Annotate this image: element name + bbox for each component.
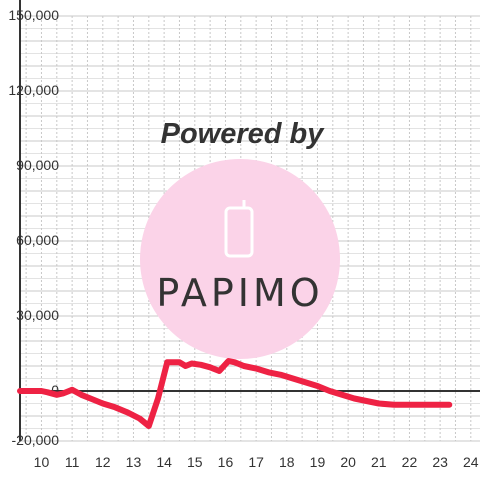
- x-tick-label: 13: [126, 454, 142, 470]
- axes: [19, 0, 480, 441]
- x-tick-label: 19: [310, 454, 326, 470]
- x-tick-label: 20: [340, 454, 356, 470]
- x-tick-label: 11: [65, 454, 80, 470]
- y-tick-label: 60,000: [16, 232, 59, 248]
- y-tick-label: 120,000: [8, 82, 59, 98]
- tick-labels: 150,000 120,000 90,000 60,000 30,000 0 -20,000…: [8, 7, 478, 470]
- x-tick-label: 16: [218, 454, 234, 470]
- x-tick-label: 24: [463, 454, 479, 470]
- x-tick-label: 18: [279, 454, 295, 470]
- x-tick-label: 22: [402, 454, 418, 470]
- series-line: [17, 358, 453, 429]
- watermark-logo: PAPIMO: [156, 271, 323, 315]
- watermark: Powered by PAPIMO: [140, 118, 340, 359]
- y-tick-label: 30,000: [16, 307, 59, 323]
- x-tick-label: 10: [34, 454, 50, 470]
- x-tick-label: 14: [156, 454, 172, 470]
- x-tick-label: 21: [371, 454, 387, 470]
- y-tick-label: 0: [51, 382, 59, 398]
- watermark-text: Powered by: [161, 118, 326, 150]
- x-tick-label: 12: [95, 454, 111, 470]
- series: [17, 358, 453, 429]
- y-tick-label: 150,000: [8, 7, 59, 23]
- y-tick-label: -20,000: [12, 432, 60, 448]
- phone-icon: [224, 206, 254, 258]
- x-tick-label: 23: [432, 454, 448, 470]
- watermark-circle: [140, 159, 340, 359]
- y-tick-label: 90,000: [16, 157, 59, 173]
- x-tick-label: 17: [248, 454, 264, 470]
- x-tick-label: 15: [187, 454, 203, 470]
